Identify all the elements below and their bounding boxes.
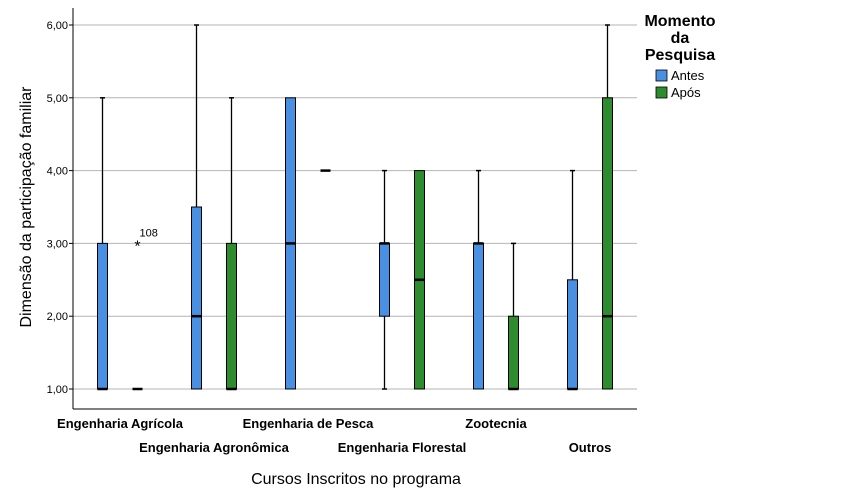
y-axis-title: Dimensão da participação familiar: [18, 86, 35, 328]
box-antes-0: [97, 97, 108, 391]
legend-swatch: [655, 69, 668, 82]
x-category-label: Engenharia Agrícola: [57, 416, 184, 431]
x-category-label: Zootecnia: [465, 416, 527, 431]
legend-label: Antes: [671, 68, 705, 83]
legend-swatch: [655, 86, 668, 99]
labels: 1,00 2,00 3,00 4,00 5,00 6,00 Engenharia Agríc…: [47, 20, 612, 455]
y-tick-label: 6,00: [47, 20, 68, 32]
box-antes-4: [473, 169, 484, 390]
box-rect: [473, 242, 484, 390]
y-tick-label: 4,00: [47, 166, 68, 178]
x-category-label: Engenharia Florestal: [338, 440, 467, 455]
axes: [72, 8, 637, 410]
x-category-label: Engenharia de Pesca: [243, 416, 375, 431]
legend-title: da: [671, 30, 690, 47]
outlier-marker: *: [134, 238, 140, 255]
box-rect: [567, 279, 578, 390]
box-rect: [602, 97, 613, 390]
legend-title: Pesquisa: [645, 47, 715, 64]
outlier-label: 108: [140, 227, 158, 239]
y-tick-label: 5,00: [47, 93, 68, 105]
box-antes-1: [191, 24, 202, 390]
box-rect: [191, 206, 202, 390]
y-tick-label: 2,00: [47, 311, 68, 323]
box-após-5: [602, 24, 613, 390]
box-após-3: [414, 170, 425, 390]
y-tick-label: 3,00: [47, 238, 68, 250]
legend-label: Após: [671, 85, 701, 100]
box-rect: [97, 242, 108, 390]
box-rect: [508, 315, 519, 390]
box-antes-3: [379, 169, 390, 390]
box-antes-5: [567, 169, 578, 391]
gridlines: [69, 24, 637, 390]
x-category-label: Engenharia Agronômica: [139, 440, 290, 455]
box-antes-2: [285, 97, 296, 390]
box-rect: [379, 242, 390, 317]
x-category-label: Outros: [569, 440, 612, 455]
box-rect: [226, 242, 237, 390]
legend-title: Momento: [644, 13, 715, 30]
box-após-4: [508, 242, 519, 391]
boxes: *108: [97, 24, 613, 391]
y-tick-label: 1,00: [47, 384, 68, 396]
box-após-1: [226, 97, 237, 391]
x-axis-title: Cursos Inscritos no programa: [251, 471, 461, 488]
